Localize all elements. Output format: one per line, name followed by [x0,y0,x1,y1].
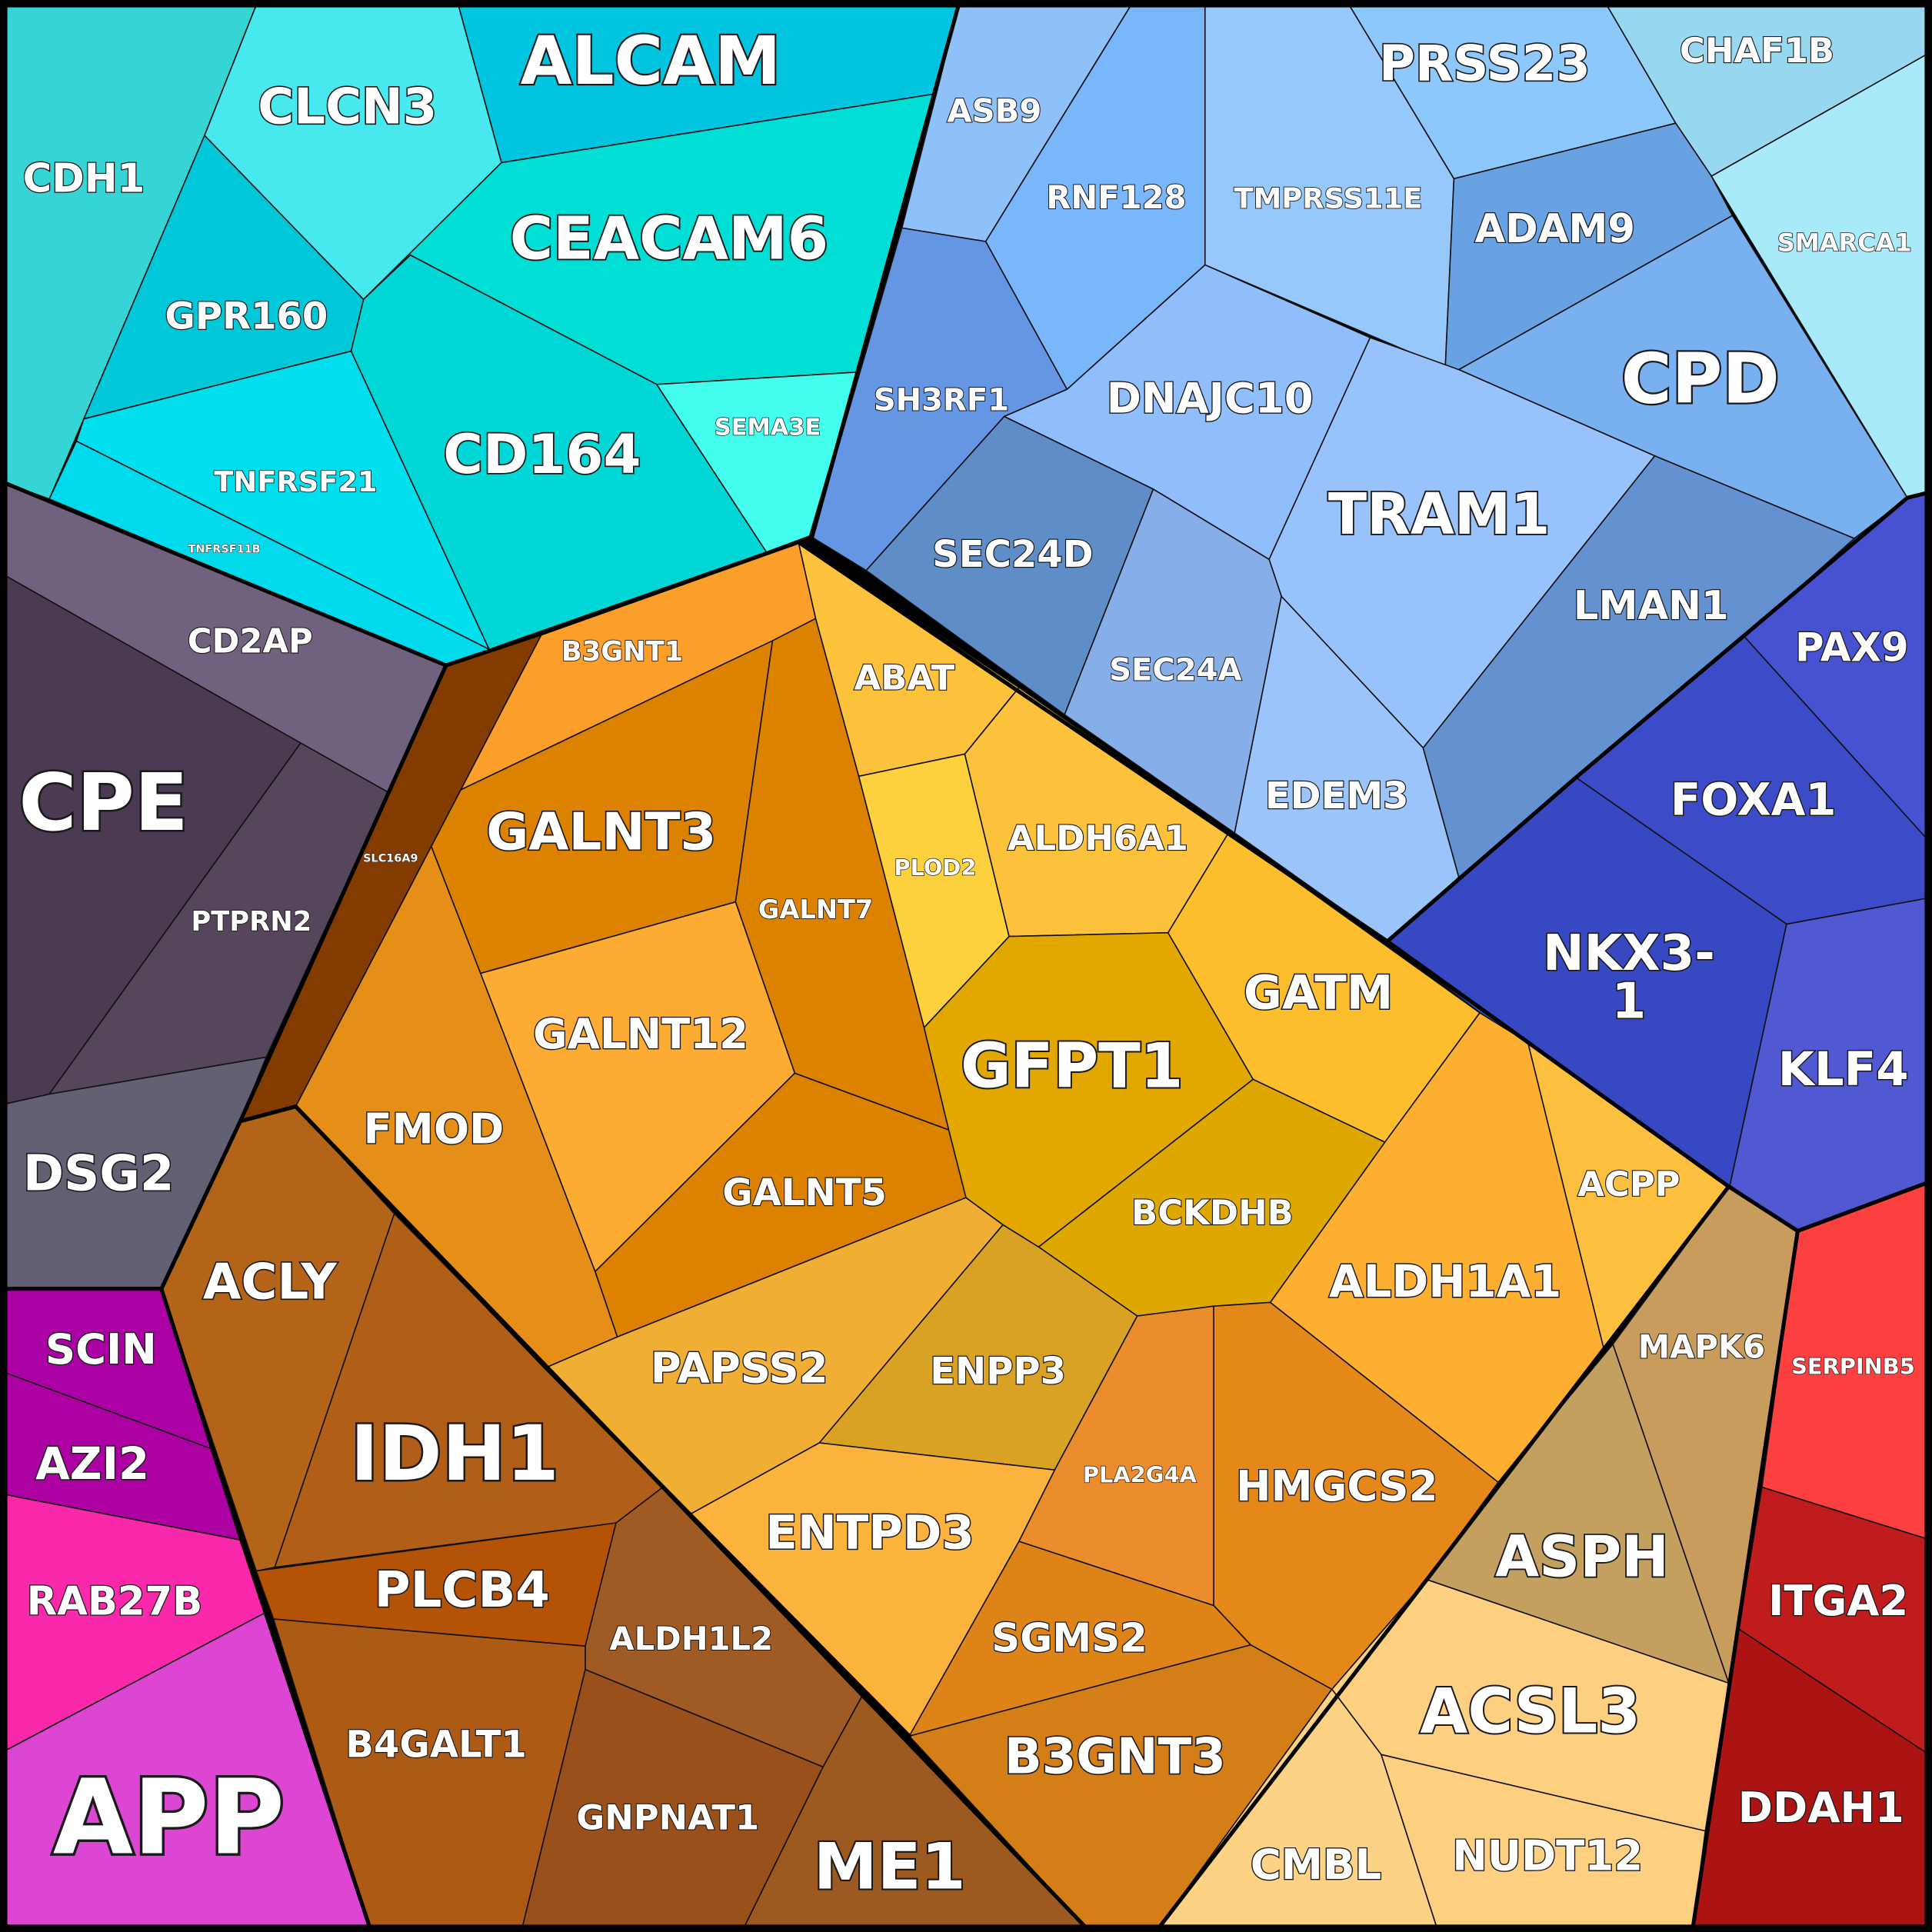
cell-label-slc16a9: SLC16A9 [363,853,418,865]
cell-label-nudt12: NUDT12 [1452,1831,1643,1880]
cell-label-fmod: FMOD [363,1104,504,1153]
cell-label-smarca1: SMARCA1 [1777,228,1912,258]
cell-label-klf4: KLF4 [1778,1042,1909,1097]
cell-label-me1: ME1 [814,1830,966,1904]
cell-label-acpp: ACPP [1577,1164,1680,1204]
cell-label-cd164: CD164 [443,423,641,486]
cell-label-scin: SCIN [45,1324,157,1374]
cell-label-papss2: PAPSS2 [651,1343,828,1392]
group-border-1 [2,663,448,1291]
cell-label-plcb4: PLCB4 [375,1562,550,1619]
cell-label-tnfrsf11b: TNFRSF11B [188,544,261,556]
cell-label-b4galt1: B4GALT1 [345,1723,527,1766]
cell-label-aldh1a1: ALDH1A1 [1329,1255,1561,1307]
group-border-7 [1157,1184,1731,1930]
cell-label-foxa1: FOXA1 [1671,774,1837,826]
cell-label-itga2: ITGA2 [1768,1576,1908,1625]
cell-label-gpr160: GPR160 [165,295,328,338]
cell-label-sh3rf1: SH3RF1 [874,383,1009,418]
cell-label-aldh6a1: ALDH6A1 [1008,818,1188,858]
cell-label-cmbl: CMBL [1251,1840,1381,1889]
cell-label-rnf128: RNF128 [1046,178,1186,216]
cell-label-tnfrsf21: TNFRSF21 [214,465,377,498]
cell-label-gfpt1: GFPT1 [961,1030,1184,1101]
cell-label-acly: ACLY [203,1254,338,1311]
cell-label-azi2: AZI2 [35,1437,149,1490]
cell-label-abat: ABAT [854,658,955,698]
cell-label-dsg2: DSG2 [23,1146,175,1203]
cell-label-lman1: LMAN1 [1574,583,1729,629]
group-border-4 [293,1104,1088,1930]
cell-label-serpinb5: SERPINB5 [1791,1354,1915,1380]
cell-label-ddah1: DDAH1 [1738,1783,1904,1832]
cell-label-tmprss11e: TMPRSS11E [1234,182,1423,215]
cell-label-asph: ASPH [1495,1524,1669,1590]
cell-label-cdh1: CDH1 [23,155,145,202]
cell-label-aldh1l2: ALDH1L2 [609,1620,773,1657]
group-border-0 [2,2,961,668]
cell-label-plod2: PLOD2 [894,854,976,881]
cell-label-sema3e: SEMA3E [715,414,821,441]
cell-label-galnt12: GALNT12 [533,1009,748,1058]
cell-label-pax9: PAX9 [1795,625,1909,671]
cell-label-galnt3: GALNT3 [486,801,716,861]
cell-label-sgms2: SGMS2 [991,1616,1148,1662]
cell-label-mapk6: MAPK6 [1638,1328,1765,1366]
cell-label-idh1: IDH1 [350,1410,559,1498]
cell-label-sec24a: SEC24A [1109,653,1241,688]
cell-label-asb9: ASB9 [947,92,1041,130]
cell-label-chaf1b: CHAF1B [1680,30,1834,71]
cell-label-dnajc10: DNAJC10 [1107,373,1314,422]
cell-label-b3gnt3: B3GNT3 [1004,1729,1226,1786]
cell-label-clcn3: CLCN3 [258,78,437,135]
cell-label-hmgcs2: HMGCS2 [1236,1461,1438,1511]
cell-label-galnt7: GALNT7 [758,894,874,924]
cell-label-prss23: PRSS23 [1379,35,1591,92]
cell-label-cpd: CPD [1621,339,1780,419]
cell-label-ptprn2: PTPRN2 [191,906,311,938]
cell-label-acsl3: ACSL3 [1420,1676,1641,1747]
cell-label-gnpnat1: GNPNAT1 [576,1797,759,1838]
cell-label-nkx3-1: NKX3-1 [1543,925,1715,1030]
cell-label-edem3: EDEM3 [1265,774,1409,818]
cell-label-cd2ap: CD2AP [188,623,313,661]
cell-label-galnt5: GALNT5 [722,1171,887,1214]
group-border-8 [1795,1181,1930,1234]
group-border-6 [1385,491,1930,944]
treemap-cells [4,4,1928,1928]
cell-label-ceacam6: CEACAM6 [510,205,828,273]
cell-label-entpd3: ENTPD3 [765,1505,974,1560]
cell-label-bckdhb: BCKDHB [1131,1192,1294,1233]
cell-label-sec24d: SEC24D [932,533,1093,576]
cell-label-app: APP [53,1757,285,1878]
cell-label-b3gnt1: B3GNT1 [561,636,683,668]
cell-label-pla2g4a: PLA2G4A [1083,1462,1198,1488]
cell-label-alcam: ALCAM [521,23,781,100]
treemap-labels: CDH1 CLCN3 ALCAM CEACAM6 GPR160 TNFRSF21 TNFRS… [17,22,1916,1906]
cell-label-adam9: ADAM9 [1475,206,1636,252]
cell-label-enpp3: ENPP3 [930,1350,1066,1393]
cell-label-cpe: CPE [18,758,188,849]
cell-label-rab27b: RAB27B [27,1579,203,1625]
group-border-2 [159,1287,372,1930]
cell-sema3e [656,371,858,553]
cell-label-gatm: GATM [1244,966,1393,1021]
cell-label-tram1: TRAM1 [1328,482,1551,548]
